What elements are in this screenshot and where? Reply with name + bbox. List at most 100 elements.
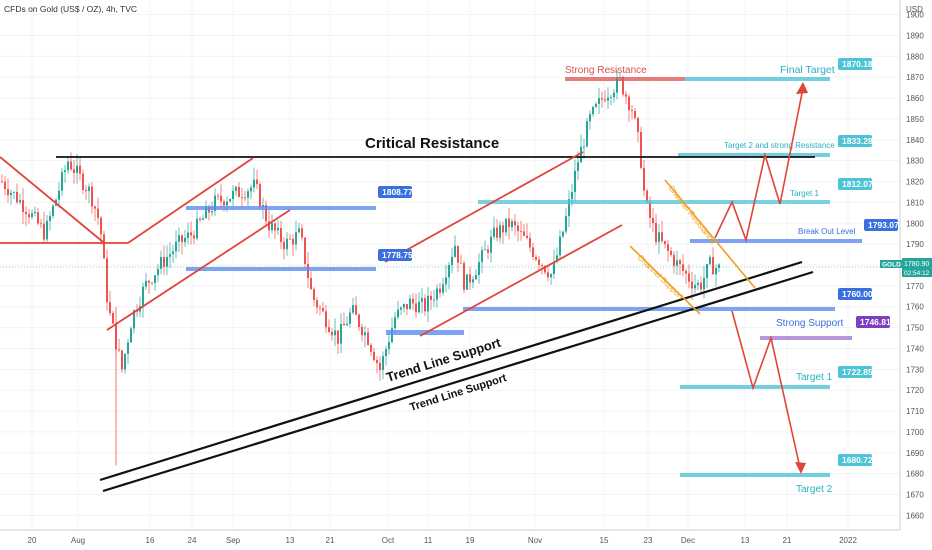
price-tag-1808-bg [378, 186, 412, 198]
candle-body [607, 97, 609, 101]
candle-body [319, 307, 321, 309]
candle-body [340, 323, 342, 344]
price-tag-1722[interactable]: 1722.85 [838, 366, 873, 378]
candle-body [562, 231, 564, 237]
candle-body [490, 236, 492, 253]
candle-body [223, 201, 225, 206]
candle-body [304, 237, 306, 265]
candles [1, 70, 720, 466]
bullish-arrow-head [796, 82, 808, 94]
candle-body [232, 190, 234, 199]
candle-body [592, 106, 594, 115]
candle-body [445, 277, 447, 285]
target2-resistance-zone [678, 153, 830, 157]
x-tick-label: Nov [528, 536, 542, 545]
candle-body [532, 247, 534, 257]
candle-body [559, 236, 561, 256]
candle-body [505, 218, 507, 233]
candle-body [301, 228, 303, 238]
price-tag-1793[interactable]: 1793.07 [864, 219, 899, 231]
x-tick-label: 23 [644, 536, 653, 545]
candle-body [124, 353, 126, 370]
candle-body [628, 96, 630, 111]
candle-body [76, 165, 78, 174]
candle-body [169, 254, 171, 257]
price-tag-1760[interactable]: 1760.00 [838, 288, 873, 300]
strong-support-label: Strong Support [776, 318, 843, 329]
current-price-countdown: 02:54:12 [904, 270, 930, 277]
x-tick-label: Sep [226, 536, 241, 545]
candle-body [442, 284, 444, 293]
target2-lower-label: Target 2 [796, 484, 833, 495]
candle-body [364, 332, 366, 336]
candle-body [157, 268, 159, 276]
candle-body [286, 238, 288, 250]
current-price-marker: GOLD 1780.90 02:54:12 [880, 258, 932, 277]
candle-body [520, 231, 522, 232]
critical-resistance-label: Critical Resistance [365, 135, 499, 152]
price-tag-1833[interactable]: 1833.28 [838, 135, 873, 147]
candle-body [325, 311, 327, 328]
candle-body [679, 260, 681, 265]
candle-body [316, 300, 318, 308]
price-tag-1793-text: 1793.07 [868, 220, 899, 230]
candle-body [499, 225, 501, 238]
y-tick-label: 1830 [906, 157, 924, 166]
price-tag-1746-text: 1746.81 [860, 317, 891, 327]
candle-body [295, 232, 297, 245]
candle-body [163, 257, 165, 267]
candle-body [451, 256, 453, 266]
candle-body [550, 274, 552, 278]
candle-body [484, 249, 486, 251]
candle-body [160, 257, 162, 269]
y-tick-label: 1820 [906, 178, 924, 187]
candle-body [469, 274, 471, 283]
y-tick-label: 1800 [906, 219, 924, 228]
breakout-level-zone [690, 239, 862, 243]
y-tick-label: 1730 [906, 365, 924, 374]
price-tag-1680[interactable]: 1680.72 [838, 454, 873, 466]
candle-body [238, 186, 240, 198]
bearish-projection-path [731, 310, 801, 469]
price-tag-1680-bg [838, 454, 872, 466]
candle-body [226, 201, 228, 206]
candle-body [193, 235, 195, 239]
candle-body [454, 245, 456, 257]
price-tag-1870[interactable]: 1870.18 [838, 58, 873, 70]
time-axis: 20 Aug 16 24 Sep 13 21 Oct 11 19 Nov 15 23 Dec 13 21 202… [28, 536, 858, 545]
candle-body [331, 331, 333, 336]
candle-body [67, 161, 69, 171]
y-tick-label: 1880 [906, 52, 924, 61]
price-tag-1808[interactable]: 1808.77 [378, 186, 413, 198]
price-tag-1812[interactable]: 1812.07 [838, 178, 873, 190]
price-tag-1778[interactable]: 1778.75 [378, 249, 413, 261]
candle-body [613, 92, 615, 98]
y-tick-label: 1740 [906, 344, 924, 353]
y-tick-label: 1770 [906, 282, 924, 291]
price-tag-1746[interactable]: 1746.81 [856, 316, 891, 328]
candle-body [253, 179, 255, 188]
candle-body [187, 232, 189, 239]
strong-resistance-zone [565, 77, 685, 81]
candle-body [37, 212, 39, 224]
x-tick-label: Aug [71, 536, 85, 545]
candle-body [289, 238, 291, 240]
candle-body [103, 234, 105, 259]
candle-body [190, 232, 192, 236]
candle-body [514, 221, 516, 226]
candle-body [409, 298, 411, 310]
price-tag-1760-bg [838, 288, 872, 300]
candle-body [10, 192, 12, 196]
y-tick-label: 1790 [906, 240, 924, 249]
candle-body [58, 190, 60, 200]
level-1808-zone [186, 206, 376, 210]
candle-body [676, 260, 678, 266]
candle-body [424, 298, 426, 312]
candle-body [397, 309, 399, 318]
target1-lower-label: Target 1 [796, 372, 833, 383]
candle-body [649, 201, 651, 218]
candle-body [667, 244, 669, 251]
candle-body [91, 186, 93, 207]
red-channel-upper-left [127, 157, 254, 244]
